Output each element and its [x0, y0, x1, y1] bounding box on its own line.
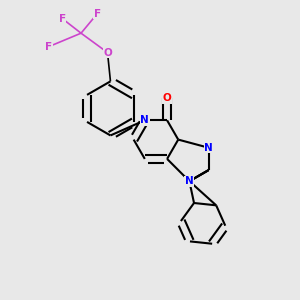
Text: N: N	[185, 176, 194, 186]
Text: N: N	[204, 143, 213, 153]
Text: N: N	[185, 176, 194, 186]
Text: N: N	[140, 115, 149, 125]
Text: F: F	[94, 9, 101, 19]
Text: O: O	[163, 93, 172, 103]
Text: F: F	[45, 42, 52, 52]
Text: F: F	[59, 14, 66, 24]
Text: O: O	[103, 47, 112, 58]
